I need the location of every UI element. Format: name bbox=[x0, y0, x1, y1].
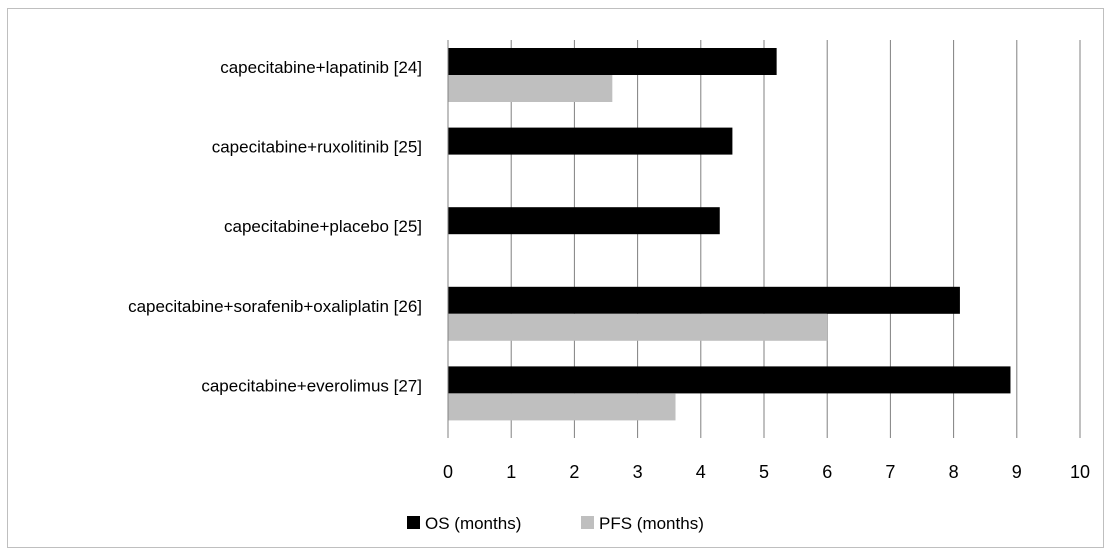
x-tick-label-8: 8 bbox=[949, 462, 959, 482]
x-tick-label-1: 1 bbox=[506, 462, 516, 482]
pfs-bar-3 bbox=[448, 313, 828, 341]
x-tick-label-0: 0 bbox=[443, 462, 453, 482]
os-bar-0 bbox=[448, 48, 777, 75]
category-label-2: capecitabine+placebo [25] bbox=[224, 217, 422, 236]
os-bar-2 bbox=[448, 207, 720, 235]
category-label-3: capecitabine+sorafenib+oxaliplatin [26] bbox=[128, 297, 422, 316]
category-label-1: capecitabine+ruxolitinib [25] bbox=[212, 138, 422, 157]
os-bar-1 bbox=[448, 127, 733, 155]
legend-swatch-0 bbox=[407, 516, 420, 529]
x-tick-label-5: 5 bbox=[759, 462, 769, 482]
x-tick-labels: 0 1 2 3 4 5 6 7 8 9 10 bbox=[443, 462, 1090, 482]
legend-label-1: PFS (months) bbox=[599, 514, 704, 533]
pfs-bar-0 bbox=[448, 75, 613, 102]
x-tick-label-4: 4 bbox=[696, 462, 706, 482]
x-tick-label-3: 3 bbox=[633, 462, 643, 482]
x-tick-label-6: 6 bbox=[822, 462, 832, 482]
category-labels: capecitabine+lapatinib [24] capecitabine+… bbox=[128, 58, 422, 395]
category-label-4: capecitabine+everolimus [27] bbox=[201, 376, 422, 395]
legend-label-0: OS (months) bbox=[425, 514, 521, 533]
category-label-0: capecitabine+lapatinib [24] bbox=[220, 58, 422, 77]
os-bar-4 bbox=[448, 366, 1011, 394]
x-tick-label-7: 7 bbox=[885, 462, 895, 482]
x-tick-label-2: 2 bbox=[569, 462, 579, 482]
bars bbox=[448, 48, 1011, 421]
x-tick-label-10: 10 bbox=[1070, 462, 1090, 482]
legend: OS (months) PFS (months) bbox=[407, 514, 704, 533]
pfs-bar-4 bbox=[448, 393, 676, 421]
os-bar-3 bbox=[448, 286, 960, 314]
x-tick-label-9: 9 bbox=[1012, 462, 1022, 482]
legend-swatch-1 bbox=[581, 516, 594, 529]
